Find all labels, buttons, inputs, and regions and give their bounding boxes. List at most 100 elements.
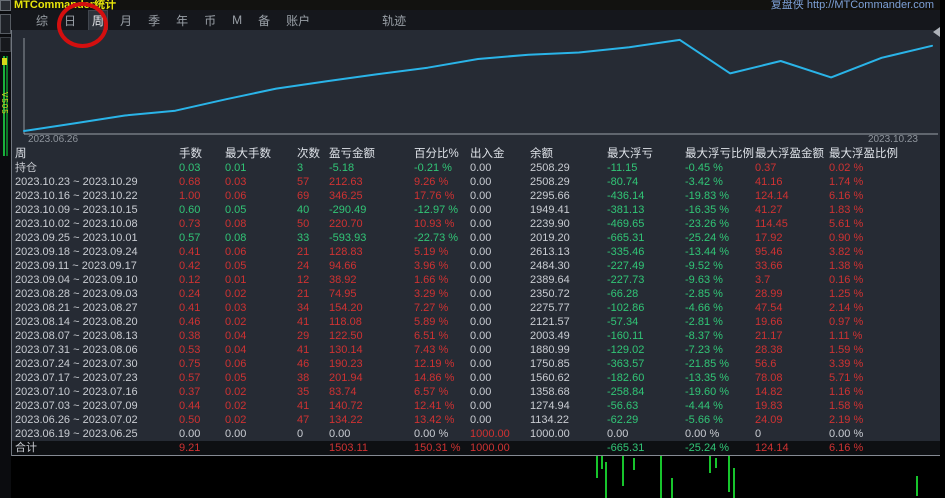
cell: 0.50 bbox=[179, 414, 201, 426]
background-candle bbox=[709, 456, 711, 473]
cell: 2023.08.21 ~ 2023.08.27 bbox=[15, 302, 138, 314]
cell: 6.16 % bbox=[829, 442, 864, 454]
cell: 0.41 bbox=[179, 246, 201, 258]
cell: 34 bbox=[297, 302, 310, 314]
table-row[interactable]: 2023.06.19 ~ 2023.06.25 0.00 0.00 0 0.00 0.00… bbox=[12, 427, 940, 441]
cell: 50 bbox=[297, 218, 310, 230]
cell: 0.57 bbox=[179, 372, 201, 384]
background-candle bbox=[596, 456, 598, 478]
cell: 0.41 bbox=[179, 302, 201, 314]
table-row[interactable]: 持仓 0.03 0.01 3 -5.18 -0.21 % 0.00 2508.29 -11.15… bbox=[12, 161, 940, 175]
table-row[interactable]: 2023.10.02 ~ 2023.10.08 0.73 0.08 50 220.70 1… bbox=[12, 217, 940, 231]
table-row[interactable]: 2023.09.25 ~ 2023.10.01 0.57 0.08 33 -593.93… bbox=[12, 231, 940, 245]
table-row[interactable]: 2023.09.11 ~ 2023.09.17 0.42 0.05 24 94.66 3.… bbox=[12, 259, 940, 273]
cell: 0.44 bbox=[179, 400, 201, 412]
tab-备[interactable]: 备 bbox=[258, 13, 271, 28]
cell: 0.97 % bbox=[829, 316, 864, 328]
cell: 0.01 bbox=[225, 274, 247, 286]
cell: 0 bbox=[755, 428, 762, 440]
tab-月[interactable]: 月 bbox=[120, 13, 133, 28]
cell: 3.39 % bbox=[829, 358, 864, 370]
cell: -12.97 % bbox=[414, 204, 459, 216]
table-row[interactable]: 2023.06.26 ~ 2023.07.02 0.50 0.02 47 134.22 1… bbox=[12, 413, 940, 427]
cell: 40 bbox=[297, 204, 310, 216]
cell: 0.05 bbox=[225, 260, 247, 272]
cell: 38 bbox=[297, 372, 310, 384]
cell: 0.03 bbox=[225, 302, 247, 314]
cell: 78.08 bbox=[755, 372, 783, 384]
cell: 2023.06.26 ~ 2023.07.02 bbox=[15, 414, 138, 426]
cell: 1503.11 bbox=[329, 442, 368, 454]
cell: 6.51 % bbox=[414, 330, 449, 342]
brand-link[interactable]: 复盘侠 http://MTCommander.com bbox=[770, 0, 934, 10]
cell: 2023.07.10 ~ 2023.07.16 bbox=[15, 386, 138, 398]
cell: 41.16 bbox=[755, 176, 783, 188]
table-row[interactable]: 2023.07.10 ~ 2023.07.16 0.37 0.02 35 83.74 6.… bbox=[12, 385, 940, 399]
table-row[interactable]: 2023.07.17 ~ 2023.07.23 0.57 0.05 38 201.94 1… bbox=[12, 371, 940, 385]
background-candle bbox=[733, 468, 735, 498]
table-row-total[interactable]: 合计 9.21 1503.11 150.31 % 1000.00 -665.31 -25.2… bbox=[12, 441, 940, 455]
cell: 2275.77 bbox=[530, 302, 570, 314]
cell: 0.00 % bbox=[685, 428, 720, 440]
cell: 1.58 % bbox=[829, 400, 864, 412]
cell: 6.16 % bbox=[829, 190, 864, 202]
tab-币[interactable]: 币 bbox=[204, 13, 217, 28]
cell: 1358.68 bbox=[530, 386, 570, 398]
cell: 201.94 bbox=[329, 372, 363, 384]
table-row[interactable]: 2023.08.07 ~ 2023.08.13 0.38 0.04 29 122.50 6… bbox=[12, 329, 940, 343]
table-row[interactable]: 2023.10.16 ~ 2023.10.22 1.00 0.06 69 346.25 1… bbox=[12, 189, 940, 203]
cell: 0.00 bbox=[470, 246, 492, 258]
equity-chart: 2023.06.26 2023.10.23 bbox=[12, 30, 940, 146]
background-candle bbox=[601, 456, 603, 469]
cell: 5.61 % bbox=[829, 218, 864, 230]
cell: 21 bbox=[297, 288, 310, 300]
cell: 0.00 bbox=[470, 274, 492, 286]
cell: 2613.13 bbox=[530, 246, 570, 258]
cell: 2.14 % bbox=[829, 302, 864, 314]
cell: 0.00 bbox=[470, 302, 492, 314]
tab-年[interactable]: 年 bbox=[176, 13, 189, 28]
tab-日[interactable]: 日 bbox=[64, 13, 77, 28]
table-row[interactable]: 2023.07.24 ~ 2023.07.30 0.75 0.06 46 190.23 1… bbox=[12, 357, 940, 371]
cell: -593.93 bbox=[329, 232, 367, 244]
table-row[interactable]: 2023.08.21 ~ 2023.08.27 0.41 0.03 34 154.20 7… bbox=[12, 301, 940, 315]
cell: 0.24 bbox=[179, 288, 201, 300]
table-row[interactable]: 2023.09.18 ~ 2023.09.24 0.41 0.06 21 128.83 5… bbox=[12, 245, 940, 259]
cell: 1.66 % bbox=[414, 274, 449, 286]
table-row[interactable]: 2023.07.03 ~ 2023.07.09 0.44 0.02 41 140.72 1… bbox=[12, 399, 940, 413]
tab-账户[interactable]: 账户 bbox=[286, 13, 311, 28]
cell: 24 bbox=[297, 260, 310, 272]
table-row[interactable]: 2023.09.04 ~ 2023.09.10 0.12 0.01 12 38.92 1.… bbox=[12, 273, 940, 287]
table-row[interactable]: 2023.10.09 ~ 2023.10.15 0.60 0.05 40 -290.49… bbox=[12, 203, 940, 217]
cell: -335.46 bbox=[607, 246, 645, 258]
table-row[interactable]: 2023.10.23 ~ 2023.10.29 0.68 0.03 57 212.63 9… bbox=[12, 175, 940, 189]
cell: 0.46 bbox=[179, 316, 201, 328]
cell: 0.90 % bbox=[829, 232, 864, 244]
tab-周[interactable]: 周 bbox=[88, 9, 109, 31]
background-chart-line bbox=[3, 56, 5, 156]
cell: 2484.30 bbox=[530, 260, 570, 272]
table-body: 持仓 0.03 0.01 3 -5.18 -0.21 % 0.00 2508.29 -11.15… bbox=[12, 161, 940, 455]
table-row[interactable]: 2023.08.14 ~ 2023.08.20 0.46 0.02 41 118.08 5… bbox=[12, 315, 940, 329]
cell: 130.14 bbox=[329, 344, 363, 356]
cell: 0.57 bbox=[179, 232, 201, 244]
cell: 41 bbox=[297, 316, 310, 328]
cell: 41 bbox=[297, 400, 310, 412]
cell: 2023.10.23 ~ 2023.10.29 bbox=[15, 176, 138, 188]
cell: 1000.00 bbox=[530, 428, 570, 440]
cell: -665.31 bbox=[607, 232, 645, 244]
cell: 3.7 bbox=[755, 274, 771, 286]
tab-轨迹[interactable]: 轨迹 bbox=[382, 13, 407, 28]
cell: -23.26 % bbox=[685, 218, 730, 230]
tab-季[interactable]: 季 bbox=[148, 13, 161, 28]
cell: 28.38 bbox=[755, 344, 783, 356]
cell: 346.25 bbox=[329, 190, 363, 202]
cell: 1.25 % bbox=[829, 288, 864, 300]
tab-综[interactable]: 综 bbox=[36, 13, 49, 28]
cell: -363.57 bbox=[607, 358, 645, 370]
table-row[interactable]: 2023.07.31 ~ 2023.08.06 0.53 0.04 41 130.14 7… bbox=[12, 343, 940, 357]
cell: -7.23 % bbox=[685, 344, 723, 356]
table-row[interactable]: 2023.08.28 ~ 2023.09.03 0.24 0.02 21 74.95 3.… bbox=[12, 287, 940, 301]
tab-M[interactable]: M bbox=[232, 13, 243, 27]
